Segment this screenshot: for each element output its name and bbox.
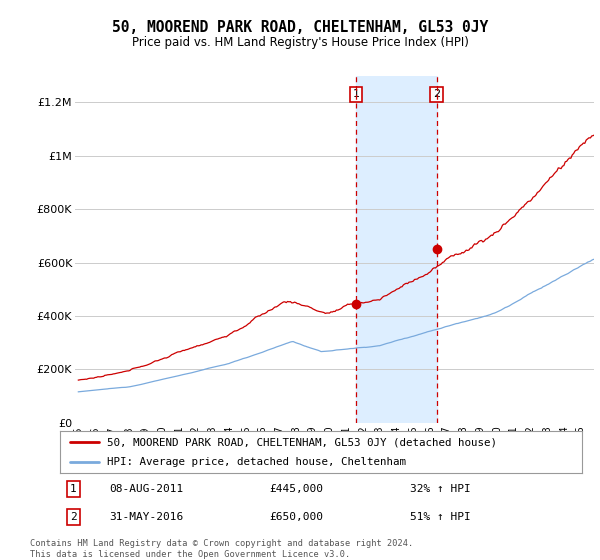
Text: £650,000: £650,000 xyxy=(269,512,323,522)
Text: 2: 2 xyxy=(433,89,440,99)
Text: 51% ↑ HPI: 51% ↑ HPI xyxy=(410,512,470,522)
Text: 32% ↑ HPI: 32% ↑ HPI xyxy=(410,484,470,494)
Text: £445,000: £445,000 xyxy=(269,484,323,494)
Text: 1: 1 xyxy=(70,484,76,494)
Text: 08-AUG-2011: 08-AUG-2011 xyxy=(110,484,184,494)
Text: 2: 2 xyxy=(70,512,76,522)
Text: HPI: Average price, detached house, Cheltenham: HPI: Average price, detached house, Chel… xyxy=(107,457,406,466)
Text: Contains HM Land Registry data © Crown copyright and database right 2024.
This d: Contains HM Land Registry data © Crown c… xyxy=(30,539,413,559)
Bar xyxy=(356,76,437,423)
Text: 50, MOOREND PARK ROAD, CHELTENHAM, GL53 0JY (detached house): 50, MOOREND PARK ROAD, CHELTENHAM, GL53 … xyxy=(107,437,497,447)
Text: 1: 1 xyxy=(352,89,359,99)
Text: 50, MOOREND PARK ROAD, CHELTENHAM, GL53 0JY: 50, MOOREND PARK ROAD, CHELTENHAM, GL53 … xyxy=(112,20,488,35)
Text: 31-MAY-2016: 31-MAY-2016 xyxy=(110,512,184,522)
Text: Price paid vs. HM Land Registry's House Price Index (HPI): Price paid vs. HM Land Registry's House … xyxy=(131,36,469,49)
